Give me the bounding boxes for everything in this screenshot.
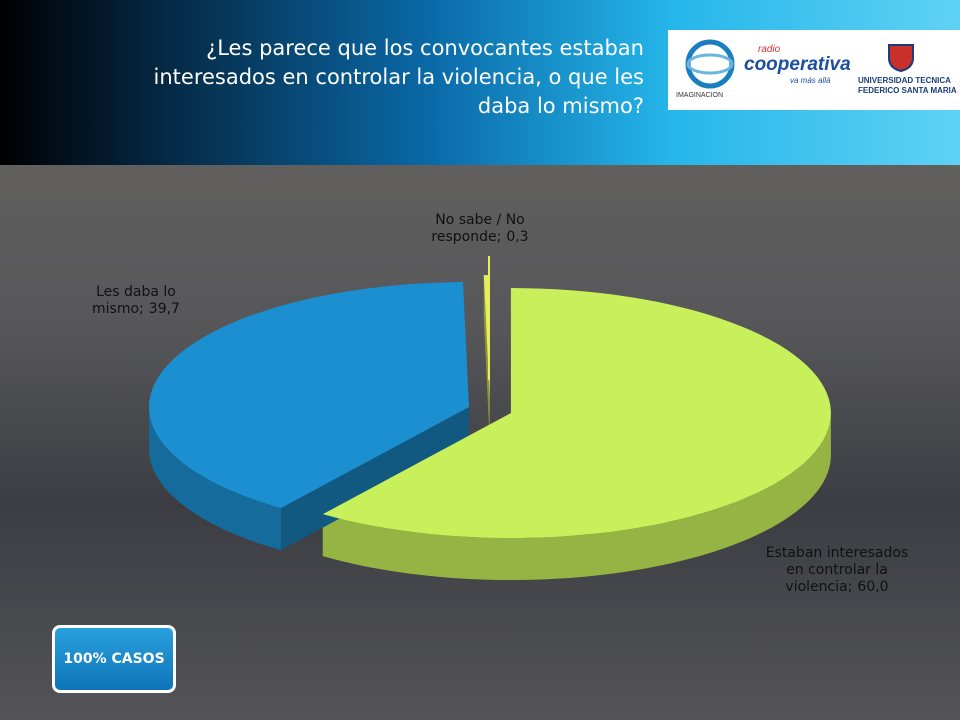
pie-slice [322, 288, 831, 539]
logo-box: IMAGINACION radio cooperativa va más all… [668, 30, 960, 110]
logo-text: va más allá [790, 76, 831, 85]
logo-text: cooperativa [744, 54, 851, 75]
data-label: Les daba lo mismo; 39,7 [66, 284, 206, 318]
pie-side [149, 407, 281, 551]
header: ¿Les parece que los convocantes estaban … [0, 0, 960, 165]
data-label: No sabe / No responde; 0,3 [405, 212, 555, 246]
label-category: No sabe / No responde; [431, 212, 525, 245]
pie-side [483, 275, 490, 443]
label-category: Estaban interesados en controlar la viol… [765, 545, 909, 595]
logo-text: UNIVERSIDAD TECNICA [858, 76, 951, 85]
label-value: 60,0 [857, 579, 889, 595]
data-label: Estaban interesados en controlar la viol… [762, 545, 912, 596]
chart-title: ¿Les parece que los convocantes estaban … [153, 36, 644, 118]
logo-text: radio [758, 44, 781, 55]
logo-text: IMAGINACION [676, 92, 724, 99]
label-value: 39,7 [148, 301, 180, 317]
label-category: Les daba lo mismo; [92, 284, 176, 317]
pie-slice [149, 282, 470, 509]
logo-globe [685, 39, 735, 89]
pie-side [322, 413, 831, 581]
badge: 100% CASOS [52, 625, 176, 693]
label-value: 0,3 [506, 229, 529, 245]
logo-text: FEDERICO SANTA MARIA [858, 86, 957, 95]
logo-shield [888, 44, 914, 72]
